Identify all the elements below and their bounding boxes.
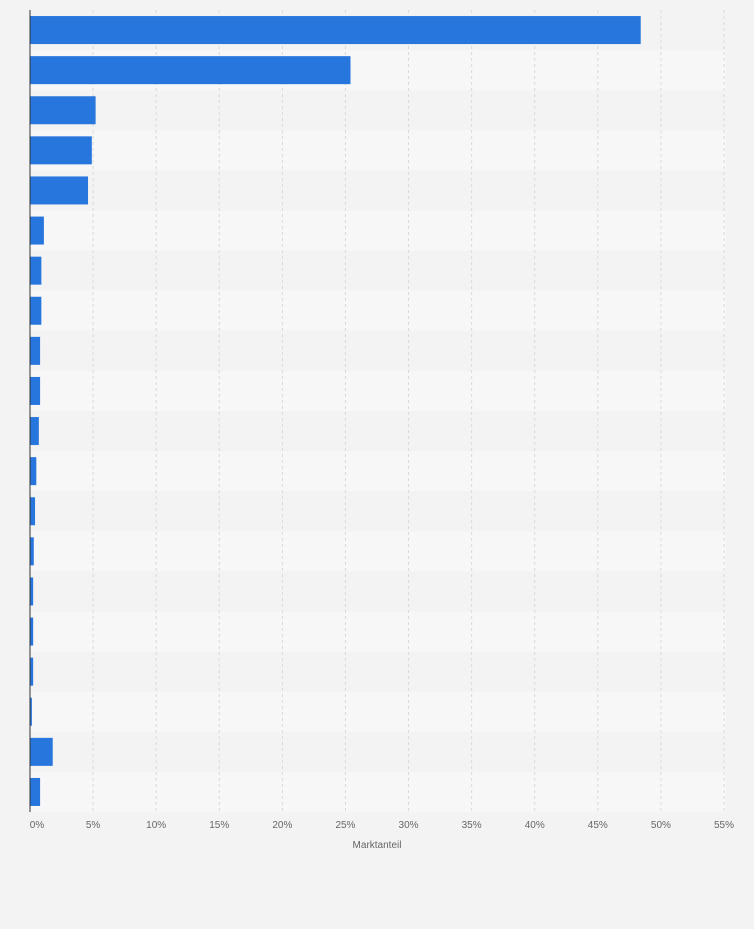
row-band <box>30 771 726 812</box>
row-band <box>30 370 726 411</box>
x-tick-label: 30% <box>399 820 419 831</box>
row-band <box>30 531 726 572</box>
row-band <box>30 451 726 492</box>
bar <box>30 296 42 325</box>
bar <box>30 96 96 125</box>
bar <box>30 417 39 446</box>
bar <box>30 457 37 486</box>
bar <box>30 216 44 245</box>
x-tick-label: 35% <box>462 820 482 831</box>
row-band <box>30 210 726 251</box>
bars <box>30 16 641 806</box>
x-axis-title: Marktanteil <box>353 840 402 851</box>
x-tick-labels: 0% 5% 10% 15% 20% 25% 30% 35% 40% 45% 50% 55% <box>30 820 734 831</box>
row-band <box>30 330 726 371</box>
x-tick-label: 15% <box>209 820 229 831</box>
bar <box>30 376 41 405</box>
row-band <box>30 130 726 171</box>
bar <box>30 617 34 646</box>
bar <box>30 176 89 205</box>
x-tick-label: 40% <box>525 820 545 831</box>
row-bands <box>30 10 726 812</box>
bar <box>30 56 351 85</box>
bar <box>30 537 34 566</box>
x-tick-label: 50% <box>651 820 671 831</box>
x-tick-label: 20% <box>272 820 292 831</box>
row-band <box>30 170 726 211</box>
bar <box>30 256 42 285</box>
bar <box>30 336 41 365</box>
row-band <box>30 90 726 131</box>
x-tick-label: 25% <box>335 820 355 831</box>
x-tick-label: 5% <box>86 820 101 831</box>
x-tick-label: 45% <box>588 820 608 831</box>
row-band <box>30 290 726 331</box>
bar <box>30 16 641 45</box>
row-band <box>30 731 726 772</box>
x-tick-label: 10% <box>146 820 166 831</box>
x-tick-label: 0% <box>30 820 45 831</box>
row-band <box>30 491 726 532</box>
bar <box>30 737 53 766</box>
bar <box>30 497 36 526</box>
row-band <box>30 651 726 692</box>
row-band <box>30 250 726 291</box>
bar <box>30 136 92 165</box>
bar <box>30 777 41 806</box>
row-band <box>30 691 726 732</box>
x-tick-label: 55% <box>714 820 734 831</box>
row-band <box>30 571 726 612</box>
row-band <box>30 411 726 452</box>
bar <box>30 697 32 726</box>
x-gridlines <box>92 10 725 812</box>
bar <box>30 577 34 606</box>
bar <box>30 657 34 686</box>
row-band <box>30 611 726 652</box>
